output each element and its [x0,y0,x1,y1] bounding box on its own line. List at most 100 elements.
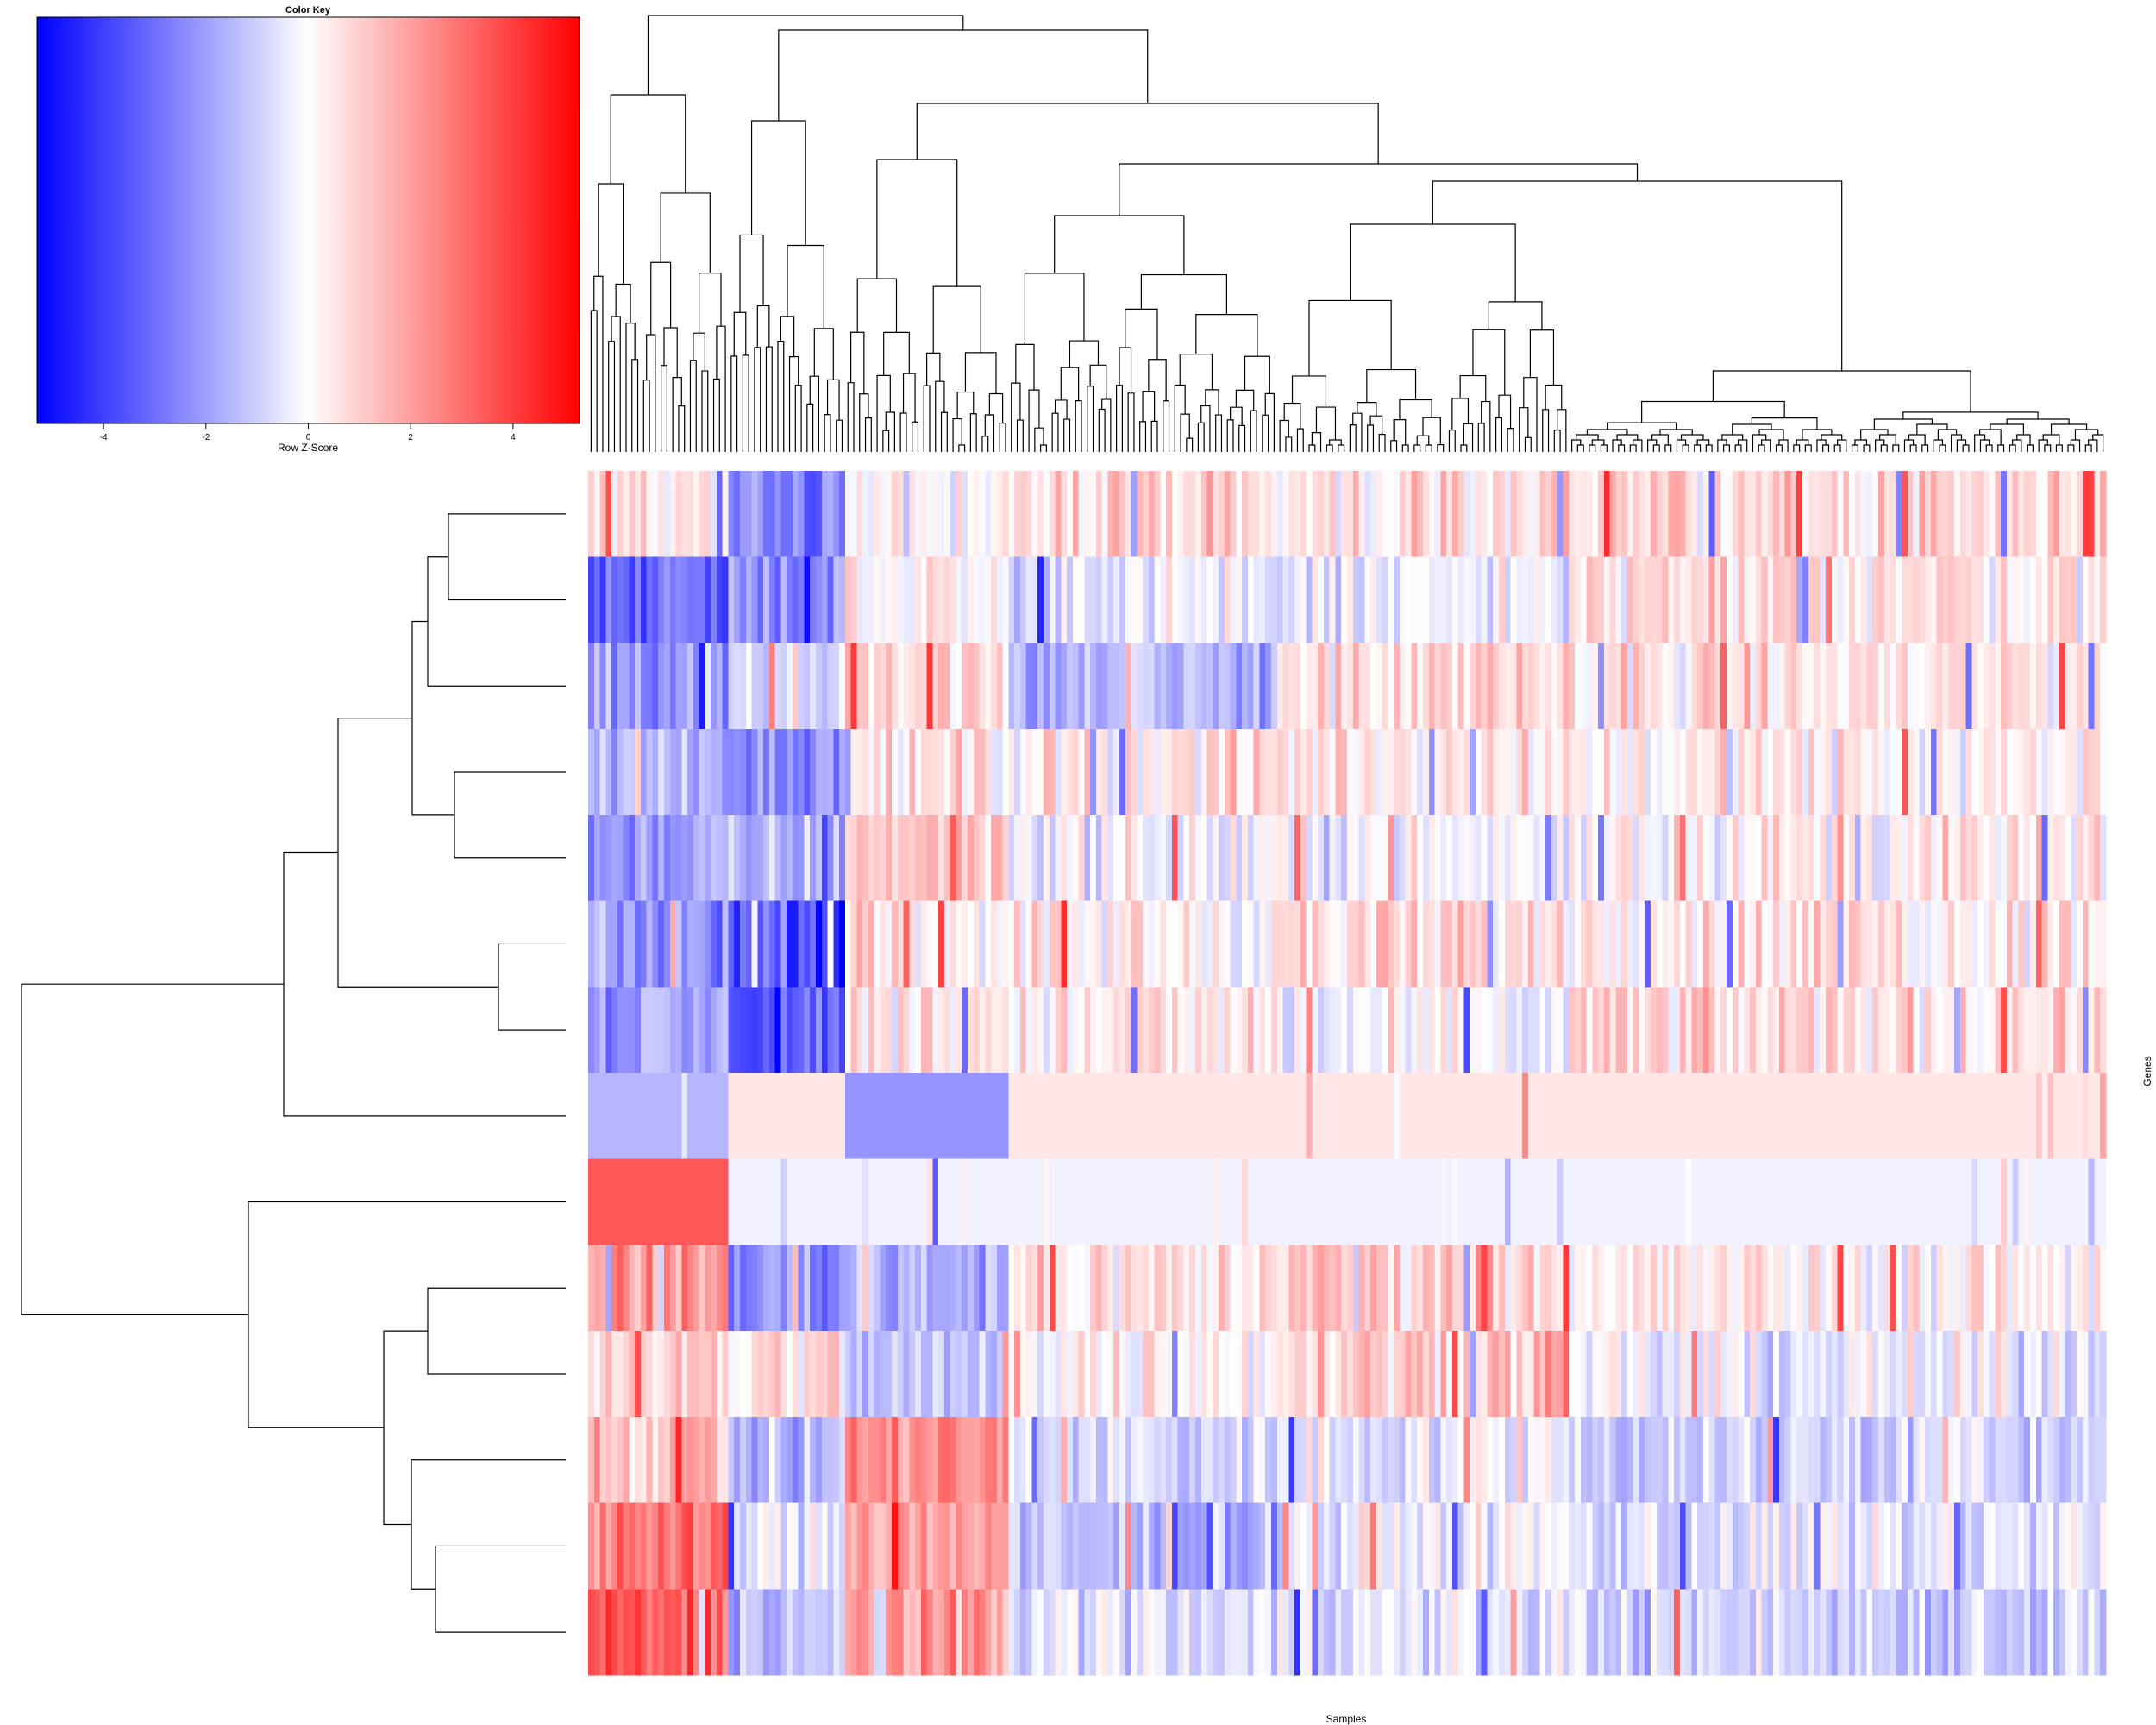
heatmap-cell [792,987,799,1074]
heatmap-cell [1446,643,1453,730]
heatmap-cell [1084,1073,1091,1160]
heatmap-cell [1609,814,1616,902]
heatmap-cell [1626,1502,1634,1590]
heatmap-cell [1475,729,1482,816]
heatmap-cell [2012,1245,2020,1332]
heatmap-cell [1451,1502,1459,1590]
heatmap-cell [1101,1158,1109,1246]
heatmap-cell [658,1589,665,1676]
heatmap-cell [1312,1589,1319,1676]
heatmap-cell [1883,1331,1891,1418]
heatmap-cell [2041,1416,2048,1504]
heatmap-cell [1755,643,1763,730]
heatmap-cell [1983,1245,1990,1332]
heatmap-cell [623,729,630,816]
heatmap-cell [1685,556,1692,644]
column-dendrogram-branch [689,360,697,452]
heatmap-cell [1137,987,1144,1074]
column-dendrogram-branch [1179,354,1213,390]
heatmap-cell [1095,643,1103,730]
heatmap-cell [1300,1331,1307,1418]
color-key-tick-label: -2 [202,433,210,442]
heatmap-cell [1335,814,1342,902]
heatmap-cell [886,1589,893,1676]
heatmap-cell [1714,987,1721,1074]
heatmap-cell [839,1158,846,1246]
heatmap-cell [1171,1331,1179,1418]
heatmap-cell [1329,1416,1337,1504]
heatmap-cell [1195,814,1202,902]
heatmap-cell [1674,1073,1681,1160]
heatmap-cell [1983,556,1990,644]
heatmap-cell [605,1158,612,1246]
heatmap-cell [920,814,928,902]
heatmap-cell [1761,987,1768,1074]
heatmap-cell [1358,1331,1365,1418]
column-dendrogram-branch [1125,308,1158,360]
heatmap-cell [1224,1589,1232,1676]
heatmap-cell [2077,1158,2084,1246]
heatmap-cell [903,1073,910,1160]
heatmap-cell [1294,987,1301,1074]
heatmap-cell [734,643,741,730]
heatmap-cell [1971,471,1978,558]
heatmap-cell [1078,1245,1085,1332]
heatmap-cell [1814,1416,1821,1504]
heatmap-cell [1714,1589,1721,1676]
heatmap-cell [816,1589,823,1676]
heatmap-cell [1977,1331,1984,1418]
heatmap-cell [874,556,881,644]
heatmap-cell [1837,1158,1844,1246]
column-dendrogram-branch [1523,377,1538,452]
column-dendrogram-branch [1296,428,1304,452]
heatmap-cell [1200,1502,1208,1590]
heatmap-cell [1633,1502,1640,1590]
heatmap-cell [909,643,916,730]
heatmap-cell [1784,471,1792,558]
heatmap-cell [646,1416,654,1504]
heatmap-cell [1055,1416,1062,1504]
heatmap-cell [856,729,863,816]
heatmap-cell [1019,1331,1027,1418]
heatmap-cell [2035,1245,2043,1332]
heatmap-cell [1101,1073,1109,1160]
heatmap-cell [1399,1158,1407,1246]
heatmap-cell [1767,1331,1774,1418]
heatmap-cell [2094,1158,2101,1246]
heatmap-cell [1200,1331,1208,1418]
heatmap-cell [1236,1158,1243,1246]
heatmap-cell [1837,729,1844,816]
heatmap-cell [1727,556,1733,644]
heatmap-cell [1347,1073,1354,1160]
heatmap-cell [1463,1502,1470,1590]
heatmap-cell [1691,1245,1698,1332]
heatmap-cell [1662,471,1669,558]
heatmap-cell [2024,1245,2031,1332]
heatmap-cell [1727,1245,1733,1332]
heatmap-cell [1282,1331,1289,1418]
heatmap-cell [1107,1158,1114,1246]
heatmap-cell [687,1502,694,1590]
heatmap-cell [1615,471,1622,558]
heatmap-cell [1714,556,1721,644]
heatmap-cell [599,900,606,988]
heatmap-cell [652,643,659,730]
heatmap-cell [1533,1589,1540,1676]
column-dendrogram-branch [661,365,667,452]
heatmap-cell [1691,1158,1698,1246]
heatmap-cell [839,1502,846,1590]
color-key-tick-label: -4 [100,433,108,442]
heatmap-cell [1423,1416,1430,1504]
heatmap-cell [1166,987,1173,1074]
heatmap-cell [1527,987,1535,1074]
heatmap-cell [1318,1158,1325,1246]
heatmap-cell [874,814,881,902]
heatmap-cell [915,1502,922,1590]
heatmap-cell [1989,471,1996,558]
heatmap-cell [1936,900,1944,988]
heatmap-cell [1626,1589,1634,1676]
heatmap-cell [1708,1589,1716,1676]
heatmap-cell [1282,1502,1289,1590]
heatmap-cell [1259,1245,1266,1332]
heatmap-cell [827,1416,834,1504]
